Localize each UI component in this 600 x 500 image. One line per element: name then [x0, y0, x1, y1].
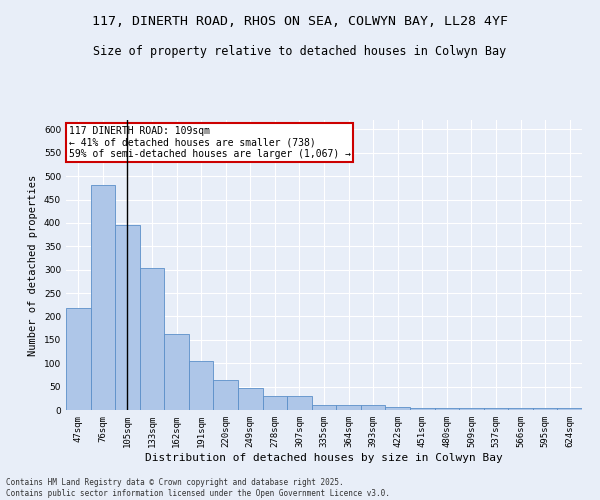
- Bar: [263, 396, 287, 410]
- Bar: [484, 408, 508, 410]
- Bar: [140, 268, 164, 410]
- Text: Contains HM Land Registry data © Crown copyright and database right 2025.
Contai: Contains HM Land Registry data © Crown c…: [6, 478, 390, 498]
- Text: Size of property relative to detached houses in Colwyn Bay: Size of property relative to detached ho…: [94, 45, 506, 58]
- Bar: [91, 186, 115, 410]
- Bar: [385, 406, 410, 410]
- Bar: [434, 408, 459, 410]
- Bar: [533, 408, 557, 410]
- Bar: [557, 408, 582, 410]
- Text: 117 DINERTH ROAD: 109sqm
← 41% of detached houses are smaller (738)
59% of semi-: 117 DINERTH ROAD: 109sqm ← 41% of detach…: [68, 126, 350, 159]
- Text: 117, DINERTH ROAD, RHOS ON SEA, COLWYN BAY, LL28 4YF: 117, DINERTH ROAD, RHOS ON SEA, COLWYN B…: [92, 15, 508, 28]
- Bar: [361, 406, 385, 410]
- X-axis label: Distribution of detached houses by size in Colwyn Bay: Distribution of detached houses by size …: [145, 452, 503, 462]
- Bar: [410, 408, 434, 410]
- Bar: [66, 308, 91, 410]
- Bar: [238, 388, 263, 410]
- Bar: [312, 406, 336, 410]
- Y-axis label: Number of detached properties: Number of detached properties: [28, 174, 38, 356]
- Bar: [214, 380, 238, 410]
- Bar: [115, 225, 140, 410]
- Bar: [459, 408, 484, 410]
- Bar: [189, 361, 214, 410]
- Bar: [508, 408, 533, 410]
- Bar: [164, 334, 189, 410]
- Bar: [287, 396, 312, 410]
- Bar: [336, 406, 361, 410]
